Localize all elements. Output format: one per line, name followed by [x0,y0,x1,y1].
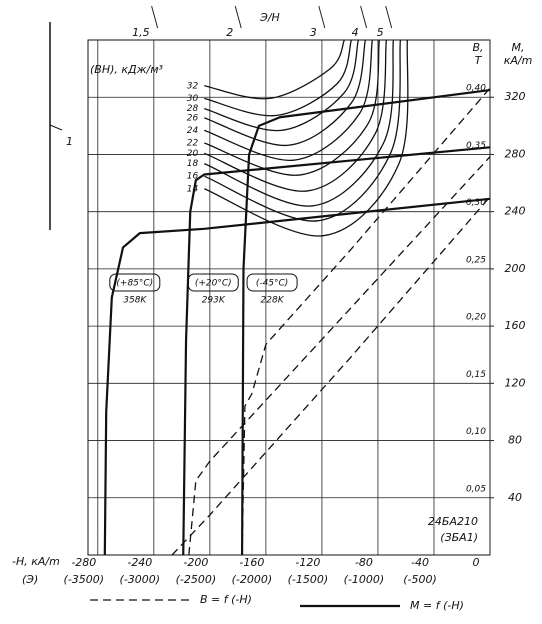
y-tick-label: 0,20 [466,313,486,323]
curve-label: 20 [187,149,199,159]
x-tick-label: -120 [295,556,320,569]
y2-tick-label: 80 [508,434,522,447]
annotation-sub: 228K [261,296,285,306]
x2-axis-label: (Э) [22,573,38,586]
x2-tick-label: (-1000) [344,573,385,586]
curve-thin [204,39,402,222]
code-label: 24БА210 [428,515,478,528]
curve-thin [204,39,345,100]
curve-thin [204,39,366,146]
y2-tick-label: 240 [505,205,526,218]
side-label: 1 [66,135,73,148]
annotation: (-45°C) [256,279,289,289]
y-tick-label: 0,05 [466,484,486,494]
curve-dashed [241,87,491,556]
x2-tick-label: (-2500) [176,573,217,586]
side-pointer [49,124,63,131]
curve-solid [240,88,491,556]
x-tick-label: -240 [127,556,152,569]
curve-thin [204,39,409,237]
energy-label: (BH), кДж/м³ [90,63,164,76]
y-axis-label: B, [472,41,483,54]
top-tick-label: 1,5 [132,26,150,39]
x2-tick-label: (-3000) [120,573,161,586]
curve-solid [103,197,491,556]
curve-thin [204,39,359,132]
legend-label: M = f (-H) [410,599,464,612]
x-tick-label: -80 [355,556,373,569]
y-tick-label: 0,35 [466,141,486,151]
curve-solid [182,146,491,556]
top-tick-label: 4 [352,26,359,39]
top-axis-label: Э/Н [259,11,280,24]
top-tick [385,5,393,29]
y-axis-label: T [475,54,483,67]
top-tick-label: 2 [226,26,233,39]
x-tick-label: -280 [71,556,96,569]
y2-tick-label: 40 [508,491,522,504]
y-tick-label: 0,40 [466,84,486,94]
legend-label: B = f (-H) [200,593,252,606]
x-axis-label: -H, кА/m [12,555,60,568]
curve-thin [204,39,373,161]
top-tick [318,5,326,29]
x2-tick-label: (-1500) [288,573,329,586]
x-tick-label: -40 [411,556,429,569]
y2-tick-label: 320 [505,90,526,103]
curve-label: 26 [187,113,199,123]
y-tick-label: 0,15 [466,370,486,380]
curve-dashed [188,156,491,556]
top-tick-label: 3 [310,26,317,39]
annotation: (+20°C) [195,279,232,289]
curve-label: 22 [187,139,199,149]
y2-axis-label: M, [512,41,525,54]
top-tick [151,5,159,29]
x2-tick-label: (-2000) [232,573,273,586]
curve-thin [204,39,380,176]
top-tick [234,5,242,29]
y-tick-label: 0,25 [466,255,486,265]
curve-thin [204,39,394,207]
curve-thin [204,39,387,192]
code-label: (ЗБА1) [440,531,478,544]
top-tick-label: 5 [377,26,384,39]
x-tick-label: 0 [473,556,480,569]
y2-tick-label: 200 [505,262,526,275]
curve-thin [204,39,352,117]
y2-tick-label: 280 [505,147,526,160]
curve-label: 32 [187,81,199,91]
annotation-sub: 358K [123,296,147,306]
y-tick-label: 0,10 [466,427,486,437]
annotation-box [187,273,239,292]
y2-axis-label: кА/m [504,54,533,67]
annotation-sub: 293K [202,296,226,306]
x2-tick-label: (-3500) [64,573,105,586]
curve-label: 16 [187,172,199,182]
y2-tick-label: 120 [505,376,526,389]
y2-tick-label: 160 [505,319,526,332]
curve-label: 18 [187,159,199,169]
curve-label: 30 [187,94,199,104]
x2-tick-label: (-500) [403,573,437,586]
annotation-box [246,273,298,292]
curve-label: 14 [187,184,199,194]
y-tick-label: 0,30 [466,198,486,208]
curve-label: 24 [187,126,199,136]
annotation: (+85°C) [116,279,153,289]
x-tick-label: -200 [183,556,208,569]
x-tick-label: -160 [239,556,264,569]
top-tick [360,5,368,29]
curve-label: 28 [187,104,199,114]
annotation-box [109,273,161,292]
